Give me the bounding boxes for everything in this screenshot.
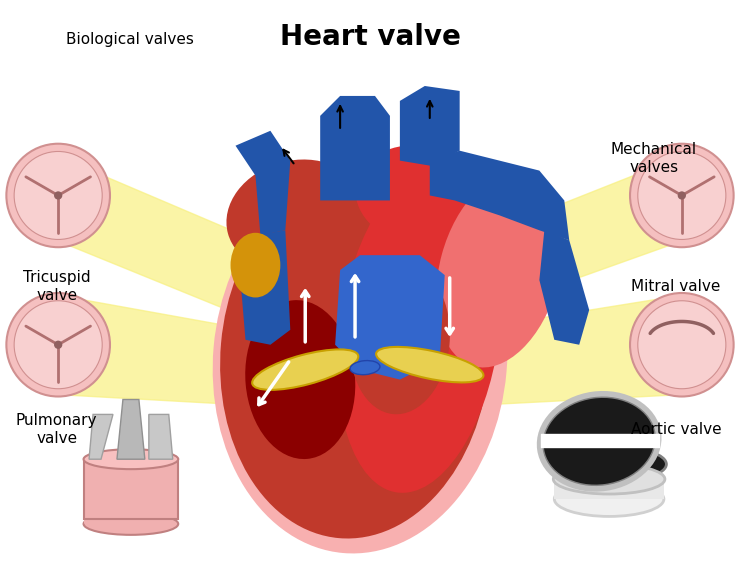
Ellipse shape — [212, 166, 508, 553]
Ellipse shape — [84, 449, 178, 469]
Circle shape — [630, 293, 733, 397]
Text: Heart valve: Heart valve — [280, 23, 460, 51]
Polygon shape — [89, 414, 113, 459]
Ellipse shape — [220, 171, 490, 539]
Text: Pulmonary
valve: Pulmonary valve — [16, 413, 98, 446]
Circle shape — [630, 144, 733, 247]
Circle shape — [638, 301, 726, 389]
Ellipse shape — [376, 347, 483, 383]
Polygon shape — [149, 414, 172, 459]
Circle shape — [54, 191, 62, 199]
Ellipse shape — [554, 481, 664, 517]
Ellipse shape — [350, 360, 380, 375]
Ellipse shape — [245, 300, 355, 459]
Polygon shape — [539, 230, 589, 345]
Ellipse shape — [380, 146, 460, 205]
Polygon shape — [84, 459, 178, 519]
Ellipse shape — [350, 265, 450, 414]
Polygon shape — [395, 156, 684, 340]
Polygon shape — [169, 459, 178, 519]
Text: Aortic valve: Aortic valve — [630, 422, 722, 437]
Circle shape — [7, 144, 110, 247]
Text: Mitral valve: Mitral valve — [631, 279, 721, 294]
Polygon shape — [400, 86, 460, 166]
Ellipse shape — [355, 145, 484, 246]
Text: Tricuspid
valve: Tricuspid valve — [23, 270, 90, 303]
Polygon shape — [335, 255, 445, 380]
Ellipse shape — [437, 173, 562, 367]
Ellipse shape — [84, 513, 178, 535]
Polygon shape — [56, 156, 325, 350]
Ellipse shape — [226, 160, 364, 271]
Text: Mechanical
valves: Mechanical valves — [610, 142, 697, 175]
Polygon shape — [395, 295, 684, 409]
Polygon shape — [84, 459, 93, 524]
Ellipse shape — [554, 464, 665, 494]
Circle shape — [14, 152, 102, 239]
Circle shape — [7, 293, 110, 397]
Polygon shape — [320, 96, 390, 201]
Polygon shape — [430, 151, 569, 240]
Polygon shape — [117, 400, 145, 459]
Circle shape — [14, 301, 102, 389]
Circle shape — [54, 340, 62, 349]
Polygon shape — [235, 131, 290, 235]
Circle shape — [678, 191, 686, 199]
Ellipse shape — [542, 396, 656, 486]
Polygon shape — [554, 479, 664, 499]
Ellipse shape — [231, 233, 280, 298]
Text: Biological valves: Biological valves — [67, 32, 195, 47]
Ellipse shape — [337, 167, 502, 493]
Ellipse shape — [562, 447, 667, 481]
Ellipse shape — [252, 349, 358, 390]
Polygon shape — [56, 295, 325, 409]
Circle shape — [638, 152, 726, 239]
Polygon shape — [240, 230, 290, 345]
